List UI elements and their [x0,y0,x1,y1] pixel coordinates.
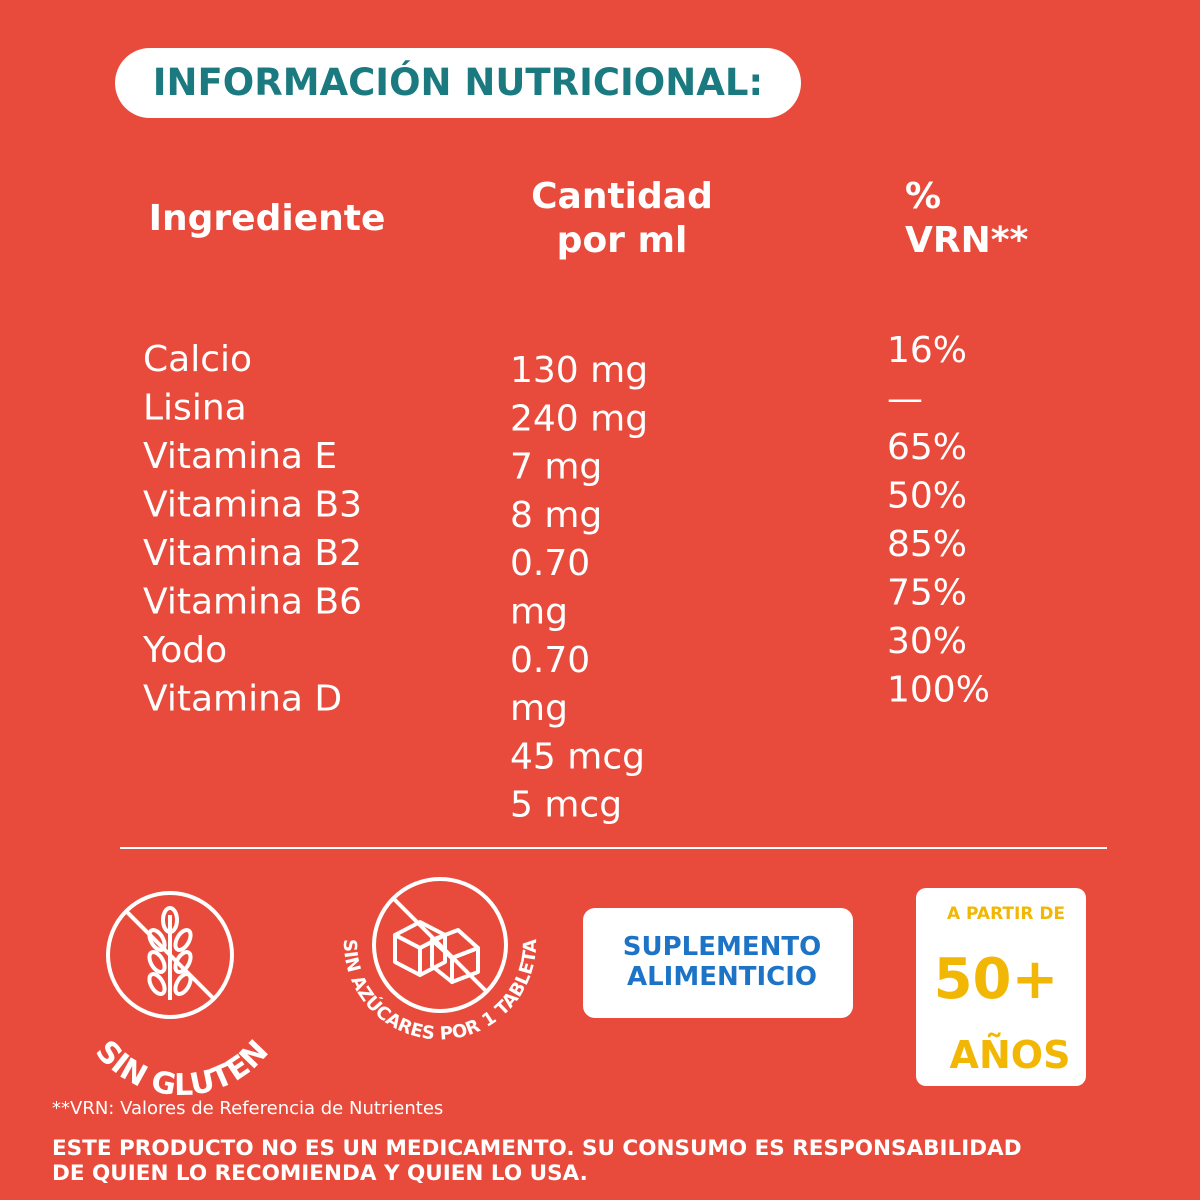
quantity: 240 mg [510,398,648,439]
quantity: 0.70 [510,640,590,681]
ingredient: Vitamina B6 [143,582,362,623]
supplement-line: ALIMENTICIO [627,962,817,992]
age-top: A PARTIR DE [947,904,1065,924]
sugar-icon [372,877,508,1013]
age-box [916,888,1086,1086]
title: INFORMACIÓN NUTRICIONAL: [153,60,763,104]
vrn: 50% [887,476,967,517]
table-body: Calcio Lisina Vitamina E Vitamina B3 Vitamin… [142,330,990,826]
column-header: VRN** [905,220,1029,261]
quantity: 0.70 [510,543,590,584]
ingredient: Vitamina E [143,436,337,477]
footnote: **VRN: Valores de Referencia de Nutrient… [52,1098,443,1119]
disclaimer-line: ESTE PRODUCTO NO ES UN MEDICAMENTO. SU C… [52,1136,1022,1161]
vrn: 75% [887,573,967,614]
gluten-icon [106,891,234,1019]
column-header: por ml [557,220,688,261]
quantity: 7 mg [510,447,602,488]
column-header: Ingrediente [149,198,386,239]
vrn: 16% [887,330,967,371]
vrn: 30% [887,621,967,662]
ingredient: Yodo [142,630,227,671]
quantity: 5 mcg [510,785,622,826]
vrn: 85% [887,524,967,565]
age-bottom: AÑOS [950,1033,1071,1077]
age-number: 50+ [934,947,1059,1012]
vrn: 65% [887,427,967,468]
column-header: % [905,176,941,217]
ingredient: Calcio [143,339,252,380]
vrn: — [887,379,923,420]
vrn: 100% [887,670,990,711]
ingredient: Vitamina D [143,679,342,720]
ingredient: Vitamina B2 [143,533,362,574]
supplement-line: SUPLEMENTO [623,932,821,962]
ingredient: Lisina [143,388,247,429]
disclaimer-line: DE QUIEN LO RECOMIENDA Y QUIEN LO USA. [52,1161,588,1186]
quantity: mg [510,592,568,633]
quantity: 45 mcg [510,736,645,777]
quantity: 130 mg [510,350,648,391]
ingredient: Vitamina B3 [143,485,362,526]
column-header: Cantidad [531,176,713,217]
supplement-box [583,908,853,1018]
quantity: mg [510,688,568,729]
quantity: 8 mg [510,495,602,536]
title-pill [115,48,801,118]
